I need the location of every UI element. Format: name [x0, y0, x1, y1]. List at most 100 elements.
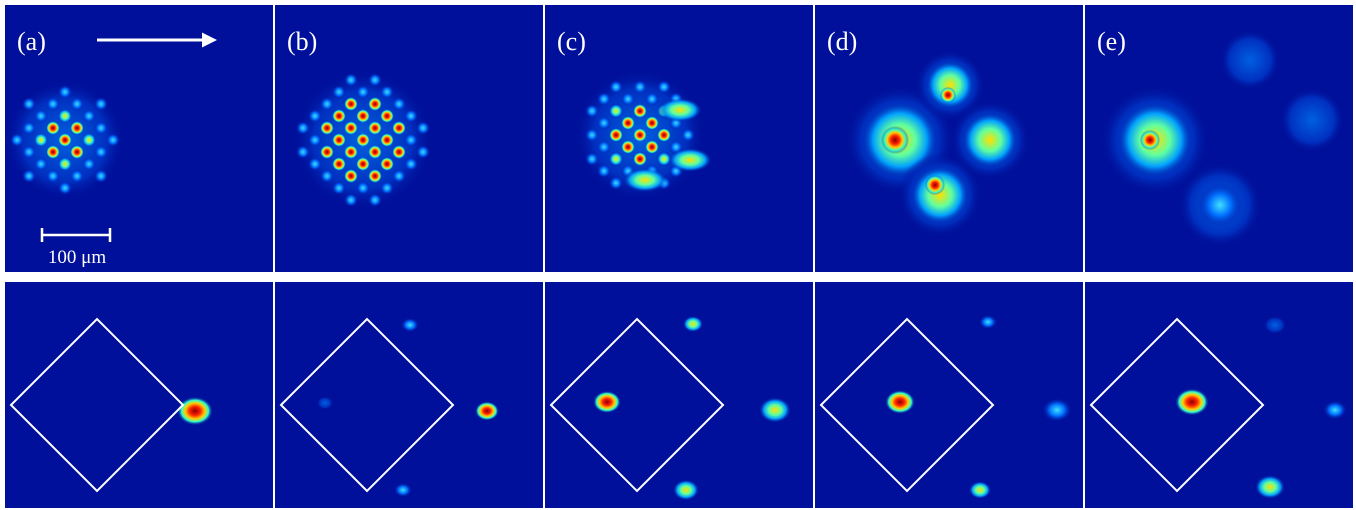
intensity-spot	[58, 109, 72, 123]
intensity-spot	[368, 169, 382, 183]
intensity-spot	[22, 169, 36, 183]
intensity-spot	[609, 80, 623, 94]
intensity-spot	[82, 109, 96, 123]
intensity-spot	[344, 145, 358, 159]
intensity-spot	[317, 397, 333, 410]
intensity-spot	[657, 80, 671, 94]
intensity-spot	[1140, 130, 1160, 150]
intensity-spot	[94, 169, 108, 183]
intensity-spot	[34, 157, 48, 171]
intensity-spot	[645, 116, 659, 130]
intensity-spot	[392, 169, 406, 183]
intensity-spot	[885, 390, 915, 414]
intensity-spot	[380, 157, 394, 171]
intensity-spot	[621, 116, 635, 130]
intensity-spot	[401, 318, 419, 332]
intensity-spot	[58, 181, 72, 195]
intensity-spot	[1198, 183, 1242, 227]
intensity-spot	[308, 133, 322, 147]
intensity-spot	[58, 85, 72, 99]
intensity-spot	[344, 73, 358, 87]
intensity-spot	[70, 121, 84, 135]
intensity-spot	[633, 152, 647, 166]
intensity-spot	[609, 104, 623, 118]
intensity-spot	[368, 193, 382, 207]
intensity-spot	[46, 145, 60, 159]
intensity-spot	[416, 121, 430, 135]
intensity-spot	[1264, 316, 1286, 334]
intensity-spot	[1255, 475, 1285, 499]
intensity-spot	[320, 145, 334, 159]
intensity-spot	[332, 85, 346, 99]
intensity-spot	[759, 397, 791, 423]
intensity-spot	[969, 481, 991, 499]
intensity-spot	[609, 152, 623, 166]
intensity-spot	[621, 140, 635, 154]
intensity-spot	[296, 121, 310, 135]
intensity-spot	[394, 483, 412, 497]
bottom-panel	[275, 282, 543, 508]
intensity-spot	[657, 128, 671, 142]
figure: (a) (b) (c) (d) (e) 100 μm	[0, 0, 1356, 510]
panel-label: (c)	[557, 27, 586, 56]
intensity-spot	[593, 391, 621, 413]
intensity-spot	[645, 92, 659, 106]
panel-label: (d)	[827, 27, 857, 56]
bottom-panel	[815, 282, 1083, 508]
intensity-spot	[673, 480, 699, 501]
intensity-spot	[962, 112, 1018, 168]
panel-label: (a)	[17, 27, 46, 56]
intensity-spot	[10, 133, 24, 147]
bottom-panel	[5, 282, 273, 508]
intensity-spot	[585, 128, 599, 142]
intensity-spot	[332, 181, 346, 195]
panel-label: (e)	[1097, 27, 1126, 56]
scale-bar-label: 100 μm	[48, 247, 106, 268]
intensity-spot	[881, 126, 909, 154]
intensity-spot	[82, 133, 96, 147]
intensity-spot	[633, 128, 647, 142]
intensity-spot	[177, 397, 213, 426]
intensity-spot	[22, 145, 36, 159]
intensity-spot	[94, 97, 108, 111]
intensity-spot	[416, 145, 430, 159]
intensity-spot	[585, 104, 599, 118]
intensity-spot	[344, 97, 358, 111]
intensity-spot	[368, 121, 382, 135]
intensity-spot	[392, 121, 406, 135]
intensity-spot	[356, 133, 370, 147]
intensity-spot	[344, 193, 358, 207]
intensity-spot	[34, 109, 48, 123]
intensity-spot	[356, 157, 370, 171]
intensity-spot	[1220, 30, 1280, 90]
intensity-spot	[332, 133, 346, 147]
intensity-spot	[320, 97, 334, 111]
intensity-spot	[70, 169, 84, 183]
intensity-spot	[633, 104, 647, 118]
intensity-spot	[1042, 398, 1072, 422]
intensity-spot	[609, 176, 623, 190]
intensity-spot	[332, 157, 346, 171]
intensity-spot	[368, 73, 382, 87]
intensity-spot	[658, 98, 702, 122]
intensity-spot	[404, 109, 418, 123]
intensity-spot	[1175, 388, 1209, 415]
intensity-spot	[308, 157, 322, 171]
intensity-spot	[633, 80, 647, 94]
intensity-spot	[380, 133, 394, 147]
intensity-spot	[392, 145, 406, 159]
intensity-spot	[22, 121, 36, 135]
intensity-spot	[70, 97, 84, 111]
panel-label: (b)	[287, 27, 317, 56]
intensity-spot	[46, 169, 60, 183]
intensity-spot	[609, 128, 623, 142]
intensity-spot	[22, 97, 36, 111]
intensity-spot	[344, 121, 358, 135]
intensity-spot	[585, 152, 599, 166]
intensity-spot	[597, 116, 611, 130]
intensity-spot	[34, 133, 48, 147]
intensity-spot	[106, 133, 120, 147]
intensity-spot	[683, 316, 703, 332]
intensity-spot	[380, 109, 394, 123]
intensity-spot	[380, 85, 394, 99]
